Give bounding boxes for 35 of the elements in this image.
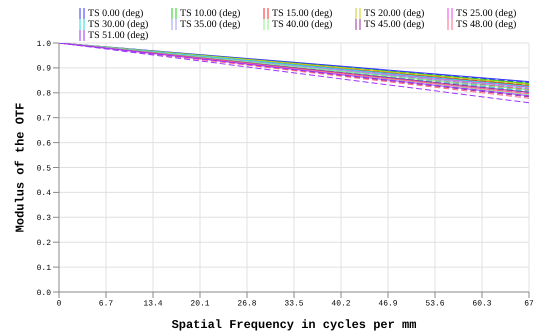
legend-label: TS 20.00 (deg) [364,8,424,19]
y-tick-label: 1.0 [36,40,52,49]
legend-label: TS 45.00 (deg) [364,19,424,30]
x-tick-label: 40.2 [331,300,351,309]
y-tick-label: 0.8 [36,90,52,99]
y-tick-label: 0.4 [36,189,52,198]
legend-label: TS 15.00 (deg) [272,8,332,19]
legend-label: TS 0.00 (deg) [88,8,144,19]
x-tick-label: 26.8 [237,300,257,309]
y-tick-label: 0.0 [36,288,52,298]
y-tick-label: 0.2 [36,239,52,248]
legend-label: TS 51.00 (deg) [88,30,148,41]
x-tick-label: 20.1 [190,300,210,309]
legend-label: TS 35.00 (deg) [180,19,240,30]
x-tick-label: 13.4 [143,300,163,309]
x-tick-label: 60.3 [472,300,492,309]
y-tick-label: 0.1 [36,264,52,273]
y-tick-label: 0.3 [36,214,52,224]
y-axis-title: Modulus of the OTF [13,102,28,232]
x-tick-label: 6.7 [98,300,114,309]
x-tick-label: 33.5 [284,300,304,309]
legend-label: TS 25.00 (deg) [456,8,516,19]
legend-label: TS 30.00 (deg) [88,19,148,30]
x-tick-label: 46.9 [378,300,398,309]
y-tick-label: 0.7 [36,114,52,124]
x-tick-label: 53.6 [425,300,445,309]
y-tick-label: 0.5 [36,164,52,174]
y-tick-label: 0.6 [36,139,52,148]
x-axis-title: Spatial Frequency in cycles per mm [172,318,416,332]
legend-label: TS 10.00 (deg) [180,8,240,19]
x-tick-label: 0 [56,300,62,309]
x-tick-label: 67 [524,300,534,309]
y-tick-label: 0.9 [36,64,52,74]
legend-label: TS 48.00 (deg) [456,19,516,30]
legend-label: TS 40.00 (deg) [272,19,332,30]
